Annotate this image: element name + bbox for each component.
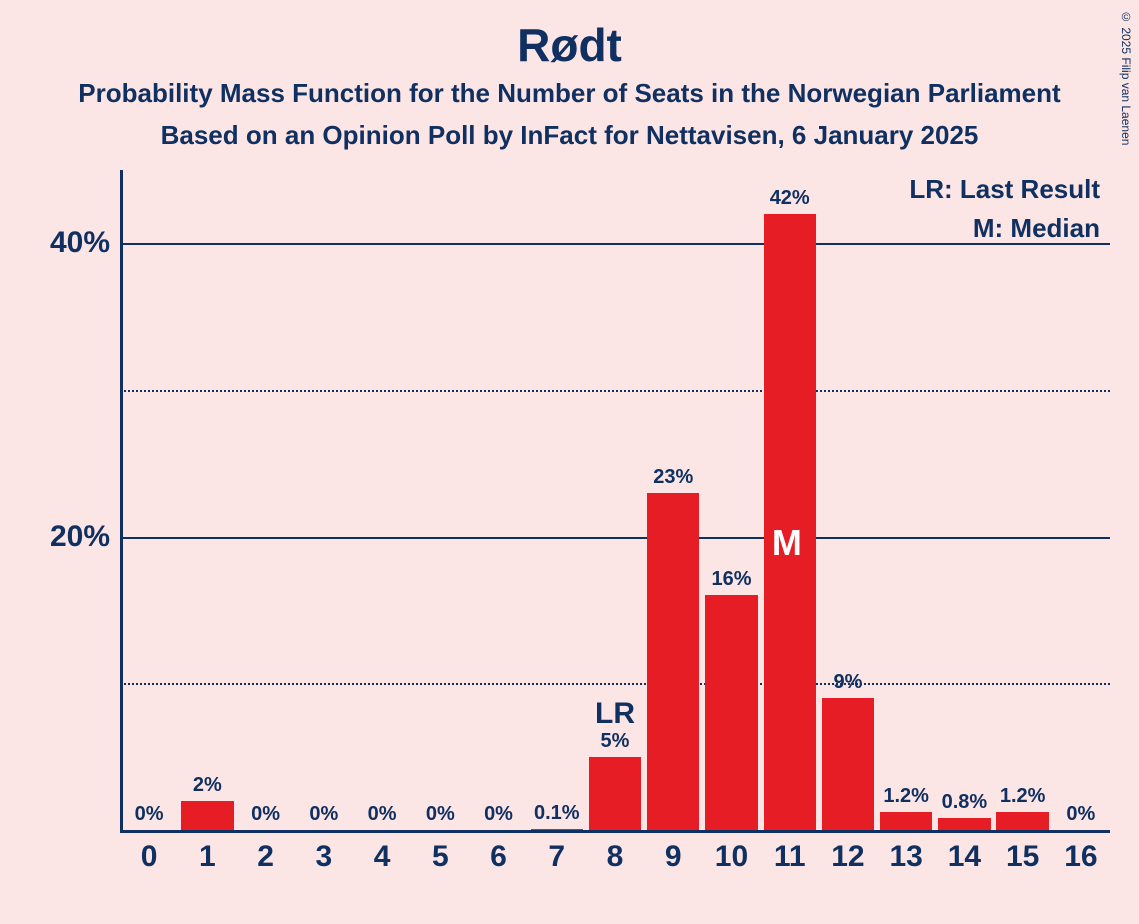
bar-value-label: 5% bbox=[586, 730, 644, 753]
x-tick-label: 14 bbox=[935, 840, 993, 874]
bar bbox=[647, 493, 699, 830]
x-tick-label: 3 bbox=[295, 840, 353, 874]
bar-value-label: 0% bbox=[1052, 803, 1110, 826]
bar-value-label: 0.1% bbox=[528, 802, 586, 825]
bar-value-label: 0% bbox=[353, 803, 411, 826]
bar bbox=[880, 812, 932, 830]
bar-value-label: 16% bbox=[702, 568, 760, 591]
bar bbox=[589, 757, 641, 830]
x-tick-label: 6 bbox=[470, 840, 528, 874]
bar-value-label: 1.2% bbox=[994, 785, 1052, 808]
bar bbox=[531, 829, 583, 830]
bar-value-label: 1.2% bbox=[877, 785, 935, 808]
bar-value-label: 0.8% bbox=[935, 791, 993, 814]
gridline-minor bbox=[120, 390, 1110, 392]
bar-value-label: 0% bbox=[470, 803, 528, 826]
y-axis bbox=[120, 170, 123, 830]
gridline-minor bbox=[120, 683, 1110, 685]
bar-value-label: 23% bbox=[644, 466, 702, 489]
chart-container: Rødt Probability Mass Function for the N… bbox=[0, 0, 1139, 924]
m-annotation: M bbox=[761, 522, 813, 564]
bar-value-label: 0% bbox=[411, 803, 469, 826]
bar bbox=[181, 801, 233, 830]
x-axis bbox=[120, 830, 1110, 833]
x-tick-label: 9 bbox=[644, 840, 702, 874]
bar-value-label: 0% bbox=[237, 803, 295, 826]
y-tick-label: 20% bbox=[30, 520, 110, 554]
x-tick-label: 7 bbox=[528, 840, 586, 874]
x-tick-label: 15 bbox=[994, 840, 1052, 874]
plot-area: LR: Last Result M: Median 20%40%0%02%10%… bbox=[120, 170, 1110, 830]
x-tick-label: 1 bbox=[178, 840, 236, 874]
x-tick-label: 2 bbox=[237, 840, 295, 874]
bar-value-label: 9% bbox=[819, 671, 877, 694]
copyright-text: © 2025 Filip van Laenen bbox=[1119, 10, 1133, 145]
bar bbox=[705, 595, 757, 830]
x-tick-label: 11 bbox=[761, 840, 819, 874]
chart-subtitle-2: Based on an Opinion Poll by InFact for N… bbox=[0, 120, 1139, 151]
lr-annotation: LR bbox=[586, 697, 644, 731]
chart-subtitle-1: Probability Mass Function for the Number… bbox=[0, 78, 1139, 109]
bar bbox=[822, 698, 874, 830]
x-tick-label: 4 bbox=[353, 840, 411, 874]
x-tick-label: 8 bbox=[586, 840, 644, 874]
x-tick-label: 5 bbox=[411, 840, 469, 874]
y-tick-label: 40% bbox=[30, 226, 110, 260]
bar bbox=[996, 812, 1048, 830]
bar-value-label: 0% bbox=[120, 803, 178, 826]
x-tick-label: 16 bbox=[1052, 840, 1110, 874]
legend-m: M: Median bbox=[909, 209, 1100, 248]
bar-value-label: 2% bbox=[178, 774, 236, 797]
x-tick-label: 10 bbox=[702, 840, 760, 874]
x-tick-label: 0 bbox=[120, 840, 178, 874]
legend-lr: LR: Last Result bbox=[909, 170, 1100, 209]
legend: LR: Last Result M: Median bbox=[909, 170, 1100, 248]
bar-value-label: 42% bbox=[761, 187, 819, 210]
chart-title: Rødt bbox=[0, 18, 1139, 72]
bar-value-label: 0% bbox=[295, 803, 353, 826]
gridline-major bbox=[120, 243, 1110, 245]
x-tick-label: 13 bbox=[877, 840, 935, 874]
bar bbox=[938, 818, 990, 830]
x-tick-label: 12 bbox=[819, 840, 877, 874]
gridline-major bbox=[120, 537, 1110, 539]
